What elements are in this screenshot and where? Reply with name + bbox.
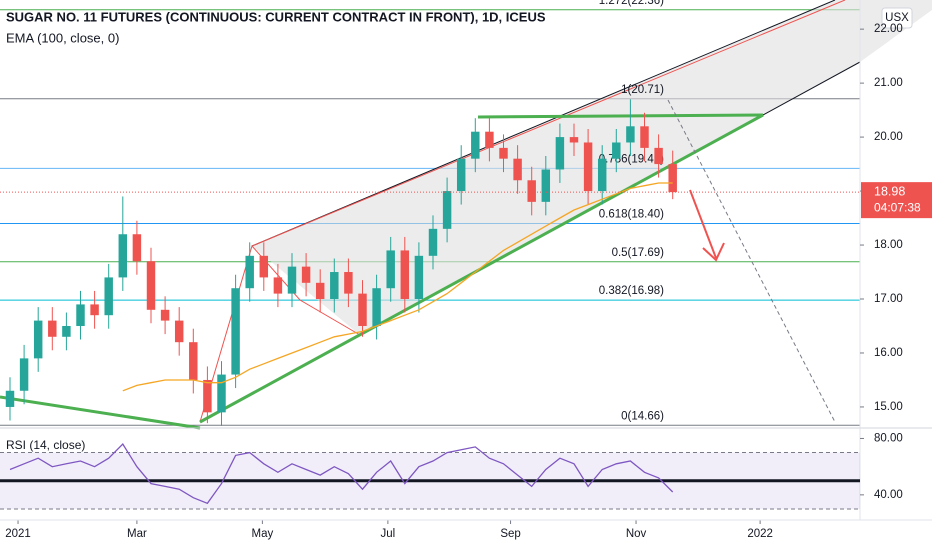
trendline-resistance (477, 113, 764, 119)
candle-body (146, 261, 156, 310)
candle-body (499, 147, 508, 159)
candle-body (231, 288, 240, 375)
last-price-label: 18.98 (874, 184, 905, 198)
x-tick-label: 2022 (747, 528, 773, 540)
y-tick-label: 20.00 (874, 131, 903, 143)
channel-upper (251, 0, 836, 247)
candle-body (315, 282, 325, 300)
y-tick-label: 22.00 (874, 23, 903, 35)
trendline-left (0, 395, 201, 430)
candle-body (569, 137, 579, 143)
candle-body (456, 158, 466, 192)
candle-body (48, 320, 57, 337)
candle-body (132, 234, 142, 262)
candle-body (104, 277, 113, 316)
x-tick-label: Sep (500, 528, 520, 540)
y-tick-label: 21.00 (874, 77, 903, 89)
rsi-tick-label: 40.00 (874, 489, 903, 501)
candle-body (555, 137, 565, 170)
candle-body (189, 342, 198, 380)
candle-body (330, 272, 339, 300)
fib-label: 0.5(17.69) (612, 247, 665, 259)
candle-body (217, 374, 226, 413)
fib-label: 0.382(16.98) (599, 285, 664, 297)
arrow-head (702, 242, 725, 262)
chart-title: SUGAR NO. 11 FUTURES (CONTINUOUS: CURREN… (6, 9, 546, 24)
candle-body (358, 293, 367, 326)
candle-body (668, 164, 677, 193)
candle-body (513, 158, 522, 181)
candle-body (5, 390, 15, 407)
last-price-box (861, 182, 932, 219)
candle-body (654, 147, 663, 165)
x-tick-label: Nov (626, 528, 647, 540)
candle-body (259, 255, 269, 278)
candle-body (485, 131, 494, 148)
fib-label: 1(20.71) (621, 84, 664, 96)
y-tick-label: 16.00 (874, 347, 903, 359)
candle-body (372, 288, 381, 326)
currency-box[interactable] (881, 7, 913, 29)
candle-body (19, 358, 29, 391)
candle-body (273, 277, 283, 294)
candle-body (287, 266, 297, 294)
currency[interactable]: USX (885, 12, 909, 24)
x-tick-label: 2021 (5, 528, 31, 540)
x-tick-label: Mar (127, 528, 147, 540)
indicator-label: EMA (100, close, 0) (6, 30, 119, 45)
rsi-line (9, 443, 674, 505)
candle-body (640, 126, 649, 148)
arrow-shaft (689, 189, 717, 259)
candle-body (442, 191, 452, 229)
channel-mid (251, 0, 846, 247)
candle-body (597, 158, 607, 192)
x-tick-label: Jul (381, 528, 396, 540)
candle-body (203, 379, 212, 413)
y-tick-label: 17.00 (874, 293, 903, 305)
candle-body (33, 320, 43, 359)
candle-body (118, 234, 128, 278)
y-tick-label: 18.00 (874, 239, 903, 251)
ema-line (122, 182, 673, 392)
rsi-tick-label: 80.00 (874, 432, 903, 444)
candle-body (428, 228, 438, 256)
candle-body (626, 126, 635, 143)
candle-body (62, 325, 71, 337)
candle-body (400, 250, 410, 300)
candle-body (160, 309, 170, 321)
levels (0, 9, 860, 426)
candle-body (174, 320, 184, 343)
fib-label: 0(14.66) (621, 410, 664, 422)
fib-label: 0.786(19.42) (599, 153, 664, 165)
countdown: 04:07:38 (874, 200, 921, 214)
y-tick-label: 15.00 (874, 401, 903, 413)
candle-body (414, 255, 424, 300)
candle-body (527, 180, 536, 202)
candle-body (245, 255, 254, 289)
candle-body (471, 131, 480, 159)
candle-body (612, 142, 621, 159)
candle-body (76, 304, 85, 326)
candle-body (386, 250, 395, 289)
candle-body (301, 266, 311, 283)
candle-body (583, 142, 593, 192)
fib-label: 0.618(18.40) (599, 208, 664, 220)
fib-label: 1.272(22.36) (599, 0, 664, 7)
swing-lines (199, 244, 361, 423)
candle-body (344, 272, 353, 294)
rsi-label: RSI (14, close) (6, 438, 85, 452)
candle-body (90, 304, 99, 316)
candle-body (541, 169, 551, 202)
x-tick-label: May (252, 528, 274, 540)
projection-line (667, 99, 836, 423)
